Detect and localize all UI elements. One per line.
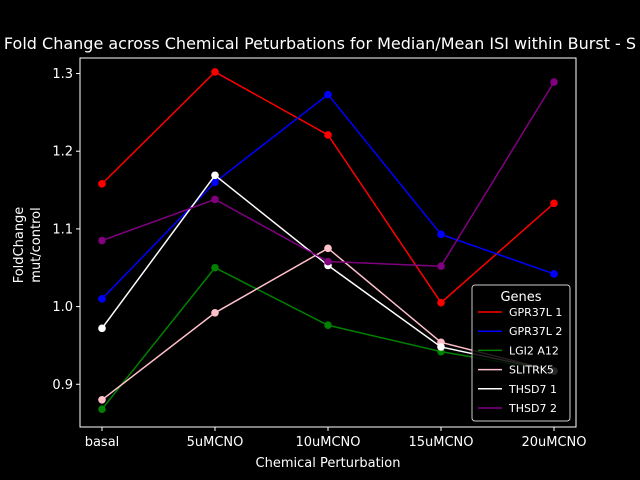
data-point [324,244,332,253]
data-point [98,180,106,188]
y-tick-label: 1.2 [52,145,73,160]
y-tick-label: 0.9 [52,378,73,393]
data-point [211,195,219,204]
data-point [437,343,445,351]
data-point [550,199,558,208]
data-point [98,324,106,333]
x-axis-ticks: basal 5uMCNO 10uMCNO 15uMCNO 20uMCNO [85,427,587,450]
series-gpr37l-2 [98,90,558,303]
x-tick-label: 20uMCNO [521,435,586,450]
x-tick-label: 10uMCNO [295,435,360,450]
data-point [98,236,106,245]
y-tick-label: 1.0 [52,300,73,315]
data-point [437,262,445,270]
data-point [98,396,106,404]
chart-title: Fold Change across Chemical Peturbations… [4,34,636,53]
data-point [98,295,106,303]
legend-label: LGI2 A12 [509,344,559,357]
data-point [437,230,445,239]
data-point [211,263,219,272]
x-tick-label: 5uMCNO [187,435,244,450]
legend-label: SLITRK5 [509,364,554,377]
data-point [324,321,332,330]
y-tick-label: 1.1 [52,222,73,237]
data-point [324,90,332,99]
legend-title: Genes [500,290,541,305]
data-point [211,171,219,180]
y-axis-ticks: 0.9 1.0 1.1 1.2 1.3 [52,67,80,393]
series-thsd7-2 [98,78,558,270]
x-axis-label: Chemical Perturbation [256,456,401,471]
data-point [211,309,219,317]
x-tick-label: 15uMCNO [408,435,473,450]
y-tick-label: 1.3 [52,67,73,82]
legend: Genes GPR37L 1 GPR37L 2 LGI2 A12 SLITRK5 THS… [471,284,571,422]
legend-label: THSD7 2 [508,402,557,415]
legend-label: GPR37L 1 [509,306,562,319]
legend-label: GPR37L 2 [509,325,562,338]
y-axis-label-line1: FoldChange [12,207,27,284]
legend-label: THSD7 1 [508,383,557,396]
data-point [98,405,106,413]
data-point [211,68,219,76]
legend-entries: GPR37L 1 GPR37L 2 LGI2 A12 SLITRK5 THSD7 1 TH… [478,306,562,415]
data-point [550,270,558,278]
legend-box [471,284,571,422]
data-point [324,257,332,266]
series-gpr37l-1 [98,68,558,307]
y-axis-label-line2: mut/control [29,207,44,282]
data-point [324,131,332,139]
x-tick-label: basal [85,435,120,450]
data-point [550,78,558,86]
data-point [211,178,219,187]
data-point [437,298,445,307]
